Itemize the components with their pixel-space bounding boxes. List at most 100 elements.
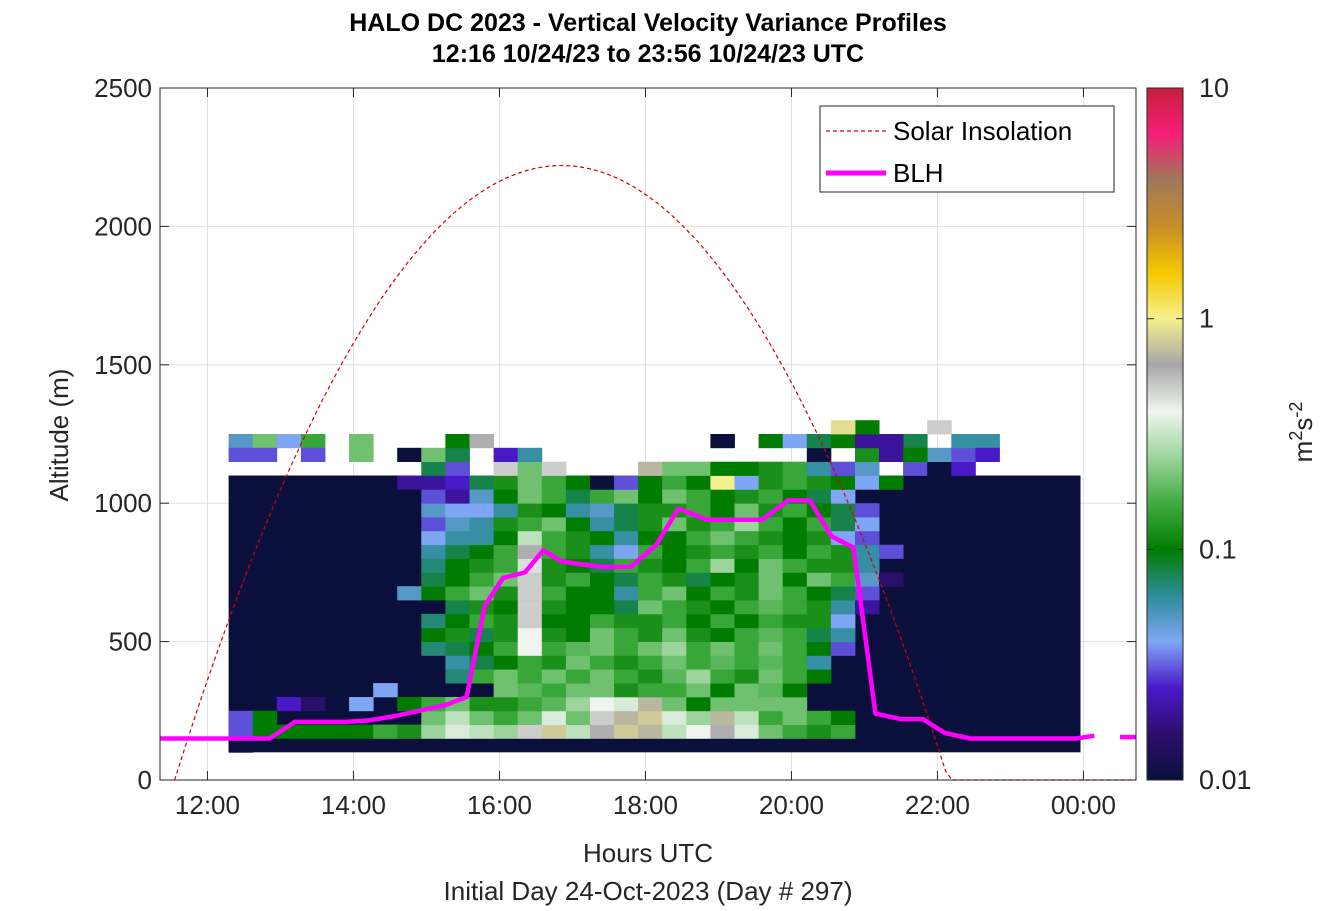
heatmap-cell bbox=[614, 710, 639, 725]
heatmap-cell bbox=[517, 600, 543, 615]
heatmap-cell bbox=[710, 434, 735, 449]
heatmap-cell bbox=[782, 710, 808, 725]
heatmap-cell bbox=[565, 613, 591, 629]
heatmap-cell bbox=[710, 724, 735, 739]
heatmap-cell bbox=[686, 544, 711, 559]
y-tick-label: 0 bbox=[138, 765, 152, 795]
heatmap-cell bbox=[493, 558, 519, 573]
heatmap-cell bbox=[734, 627, 759, 642]
heatmap-cell bbox=[565, 724, 591, 739]
heatmap-cell bbox=[662, 503, 687, 518]
heatmap-cell bbox=[541, 683, 567, 698]
heatmap-cell bbox=[300, 434, 326, 449]
heatmap-cell bbox=[493, 586, 519, 601]
colorbar-unit-sup2: -2 bbox=[1286, 402, 1306, 418]
colorbar: 0.01 0.1 1 10 bbox=[1146, 73, 1252, 795]
heatmap-cell bbox=[855, 420, 880, 435]
heatmap-cell bbox=[541, 489, 567, 504]
heatmap-cell bbox=[469, 544, 494, 559]
heatmap-cell bbox=[469, 572, 494, 587]
heatmap-cell bbox=[445, 489, 470, 504]
heatmap-cell bbox=[855, 558, 880, 573]
heatmap-cell bbox=[469, 489, 494, 504]
heatmap-cell bbox=[445, 517, 470, 532]
heatmap-cell bbox=[782, 475, 808, 490]
heatmap-cell bbox=[782, 697, 808, 712]
heatmap-cell bbox=[830, 710, 856, 725]
x-tick-label: 14:00 bbox=[321, 790, 386, 820]
heatmap-cell bbox=[686, 641, 711, 656]
heatmap-cell bbox=[541, 641, 567, 656]
heatmap-cell bbox=[806, 669, 832, 684]
heatmap-cell bbox=[710, 669, 735, 684]
heatmap-cell bbox=[758, 669, 784, 684]
heatmap-cell bbox=[830, 475, 856, 490]
heatmap-cell bbox=[806, 530, 832, 546]
heatmap-cell bbox=[469, 724, 494, 739]
heatmap-cell bbox=[565, 710, 591, 725]
heatmap-cell bbox=[445, 475, 470, 490]
heatmap-cell bbox=[445, 558, 470, 573]
heatmap-cell bbox=[758, 600, 784, 615]
heatmap-cell bbox=[734, 544, 759, 559]
heatmap-cell bbox=[300, 447, 326, 462]
heatmap-cell bbox=[806, 544, 832, 559]
y-tick-label: 2500 bbox=[94, 73, 152, 103]
heatmap-cell bbox=[614, 489, 639, 504]
heatmap-cell bbox=[734, 613, 759, 629]
heatmap-cell bbox=[903, 461, 928, 476]
y-tick-label: 1000 bbox=[94, 488, 152, 518]
heatmap-cell bbox=[541, 572, 567, 587]
plot-area: 12:00 14:00 16:00 18:00 20:00 22:00 00:00 0 500 1… bbox=[94, 73, 1137, 820]
heatmap-cell bbox=[421, 641, 446, 656]
heatmap-cell bbox=[445, 641, 470, 656]
heatmap-cell bbox=[662, 613, 687, 629]
heatmap-cell bbox=[782, 641, 808, 656]
heatmap-cell bbox=[252, 447, 278, 462]
heatmap-cell bbox=[445, 627, 470, 642]
heatmap-cell bbox=[517, 461, 543, 476]
heatmap-cell bbox=[662, 669, 687, 684]
heatmap-cell bbox=[565, 475, 591, 490]
heatmap-cell bbox=[734, 475, 759, 490]
heatmap-cell bbox=[349, 434, 374, 449]
legend-label: Solar Insolation bbox=[893, 116, 1072, 146]
heatmap-cell bbox=[975, 434, 1000, 449]
heatmap-cell bbox=[686, 461, 711, 476]
heatmap-cell bbox=[710, 600, 735, 615]
heatmap-cell bbox=[421, 517, 446, 532]
heatmap-cell bbox=[830, 434, 856, 449]
heatmap-cell bbox=[614, 613, 639, 629]
heatmap-cell bbox=[614, 572, 639, 587]
heatmap-cell bbox=[758, 710, 784, 725]
chart-subtitle-line: 12:16 10/24/23 to 23:56 10/24/23 UTC bbox=[431, 40, 865, 68]
heatmap-cell bbox=[614, 724, 639, 739]
heatmap-cell bbox=[806, 613, 832, 629]
heatmap-cell bbox=[879, 475, 904, 490]
heatmap-cell bbox=[782, 517, 808, 532]
heatmap-cell bbox=[469, 503, 494, 518]
heatmap-cell bbox=[421, 544, 446, 559]
heatmap-cell bbox=[445, 503, 470, 518]
heatmap-cell bbox=[614, 530, 639, 546]
heatmap-cell bbox=[638, 724, 663, 739]
heatmap-cell bbox=[493, 447, 519, 462]
heatmap-cell bbox=[421, 475, 446, 490]
heatmap-cell bbox=[421, 586, 446, 601]
heatmap-cell bbox=[493, 517, 519, 532]
heatmap-cell bbox=[662, 530, 687, 546]
heatmap-cell bbox=[228, 724, 254, 739]
heatmap-cell bbox=[614, 683, 639, 698]
colorbar-tick-label: 1 bbox=[1199, 304, 1214, 334]
heatmap-cell bbox=[565, 572, 591, 587]
heatmap-cell bbox=[662, 655, 687, 670]
heatmap-cell bbox=[493, 641, 519, 656]
heatmap-cell bbox=[493, 503, 519, 518]
heatmap-cell bbox=[734, 669, 759, 684]
heatmap-cell bbox=[830, 558, 856, 573]
y-tick-label: 500 bbox=[109, 627, 152, 657]
heatmap-cell bbox=[541, 517, 567, 532]
heatmap-cell bbox=[228, 738, 254, 753]
heatmap-cell bbox=[614, 600, 639, 615]
heatmap-cell bbox=[758, 434, 784, 449]
